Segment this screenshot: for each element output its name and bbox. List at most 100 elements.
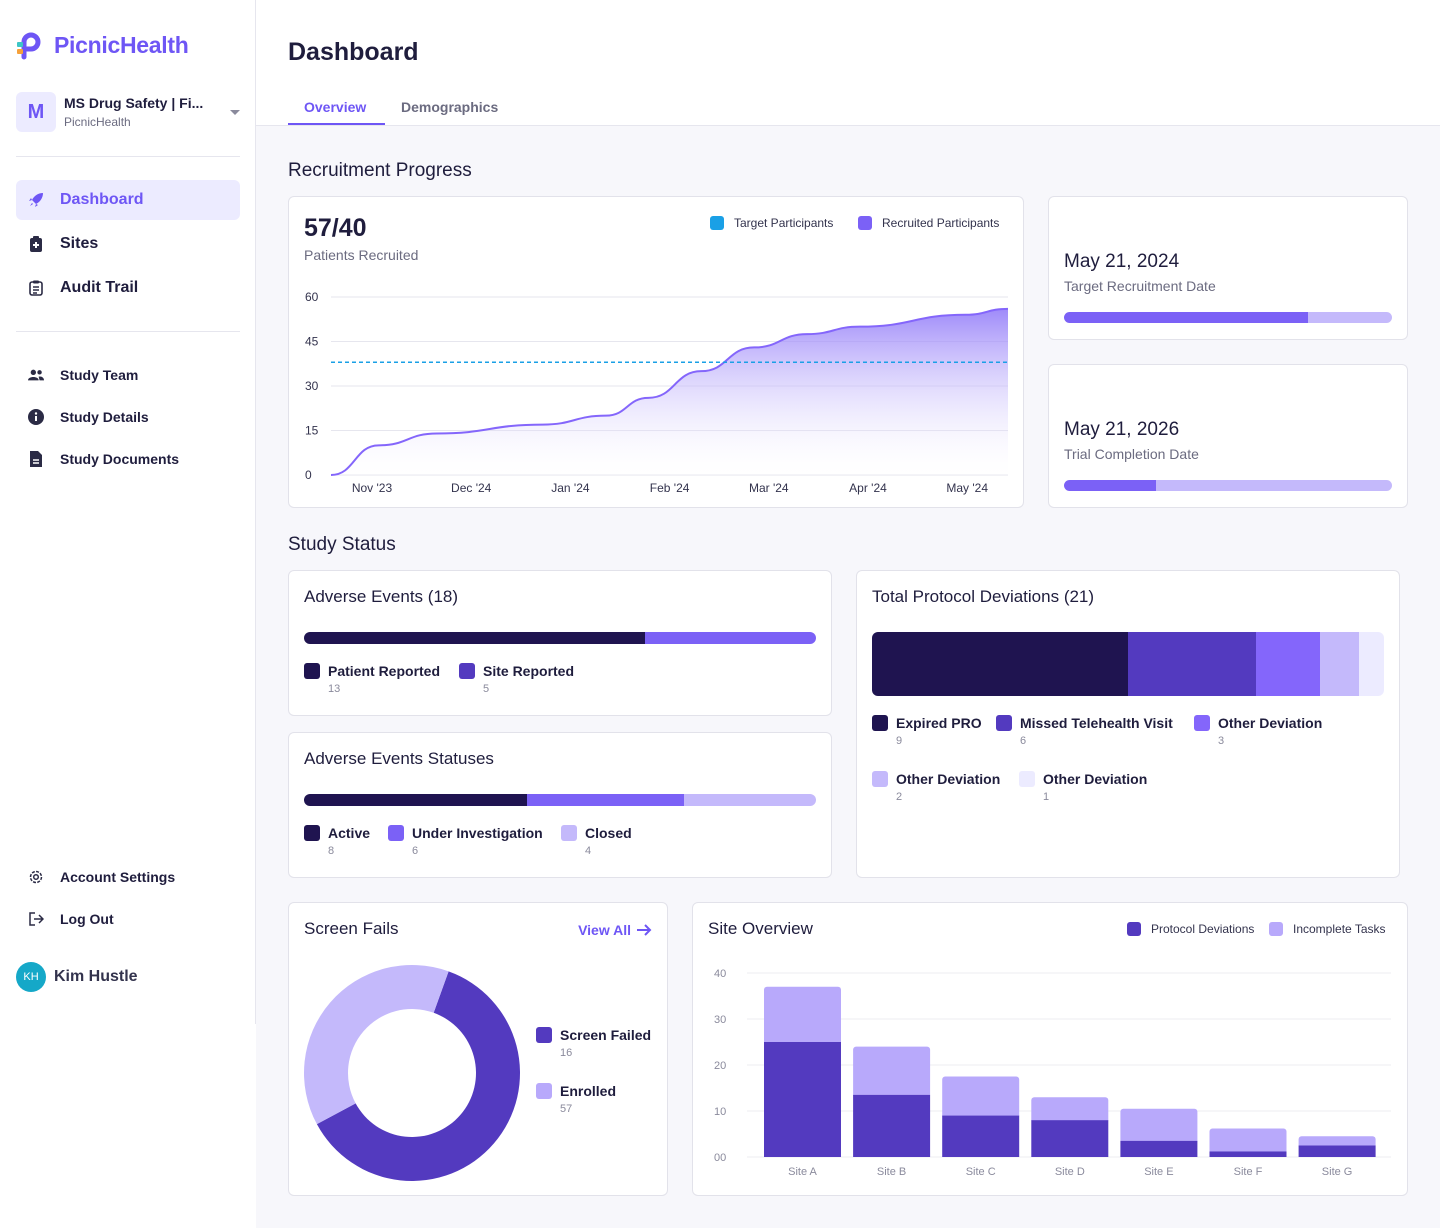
recruited-count: 57/40 [304, 214, 367, 242]
sidebar-item-label: Account Settings [60, 869, 176, 885]
legend-value: 9 [896, 735, 903, 747]
sidebar-item-dashboard[interactable]: Dashboard [16, 180, 240, 220]
active-tab-indicator [288, 123, 385, 125]
clipboard-plus-icon [28, 236, 44, 252]
x-tick-label: Jan '24 [551, 481, 590, 495]
user-name: Kim Hustle [54, 968, 138, 985]
picnichealth-logo-icon [17, 32, 41, 60]
completion-date-label: Trial Completion Date [1064, 446, 1199, 462]
sidebar-item-label: Sites [60, 235, 99, 252]
sidebar-divider [16, 156, 240, 157]
bar-incomplete-tasks [942, 1076, 1020, 1119]
legend-item: Missed Telehealth Visit 6 [996, 715, 1173, 747]
bar-segment [1359, 632, 1384, 696]
legend-swatch [536, 1027, 552, 1043]
y-tick-label: 30 [714, 1014, 726, 1026]
legend-label: Site Reported [483, 663, 575, 679]
legend-target: Target Participants [710, 216, 833, 230]
bar-protocol-deviations [1031, 1120, 1109, 1157]
card-title: Screen Fails [304, 919, 399, 938]
card-title: Total Protocol Deviations (21) [872, 587, 1095, 606]
clipboard-list-icon [28, 280, 44, 296]
tab-demographics[interactable]: Demographics [401, 99, 499, 115]
x-tick-label: Nov '23 [352, 481, 393, 495]
bar-segment [1256, 632, 1320, 696]
sidebar-item-study-team[interactable]: Study Team [16, 355, 240, 395]
legend-label: Closed [585, 825, 632, 841]
legend-value: 13 [328, 683, 341, 695]
adverse-events-bar [304, 632, 816, 644]
recruitment-section-title: Recruitment Progress [288, 160, 472, 181]
sidebar-item-study-details[interactable]: Study Details [16, 397, 240, 437]
user-profile[interactable]: KH Kim Hustle [16, 962, 138, 992]
sidebar-item-account-settings[interactable]: Account Settings [16, 857, 240, 897]
chevron-down-icon [230, 109, 240, 115]
view-all-link[interactable]: View All [578, 922, 652, 938]
legend-label: Target Participants [734, 216, 834, 230]
legend-swatch [1194, 715, 1210, 731]
legend-swatch [304, 825, 320, 841]
bar-protocol-deviations [942, 1115, 1020, 1157]
progress-fill [1064, 480, 1156, 491]
x-tick-label: Feb '24 [650, 481, 690, 495]
bar-protocol-deviations [853, 1094, 931, 1157]
donut-slice [304, 965, 449, 1125]
x-tick-label: Site A [788, 1166, 817, 1178]
bar-protocol-deviations [1120, 1140, 1198, 1157]
org-switcher[interactable]: M MS Drug Safety | Fi... PicnicHealth [16, 91, 240, 133]
sidebar-item-log-out[interactable]: Log Out [16, 899, 240, 939]
recruited-line [330, 307, 1009, 476]
bar-segment [1320, 632, 1359, 696]
sidebar-item-sites[interactable]: Sites [16, 224, 240, 264]
gear-icon [28, 869, 44, 885]
progress-fill [1064, 312, 1308, 323]
legend-swatch [872, 771, 888, 787]
page-header: Dashboard Overview Demographics [256, 0, 1440, 126]
sidebar-item-audit-trail[interactable]: Audit Trail [16, 268, 240, 308]
site-overview-bar-chart: 00 10 20 30 40 Site A Site B Site C Site D Site E… [714, 968, 1391, 1178]
x-tick-label: Site B [877, 1166, 906, 1178]
legend-label: Screen Failed [560, 1027, 652, 1043]
completion-date-card: May 21, 2026 Trial Completion Date [1048, 364, 1408, 508]
legend-label: Missed Telehealth Visit [1020, 715, 1173, 731]
bar-segment [304, 632, 645, 644]
bar-incomplete-tasks [764, 986, 841, 1045]
x-tick-label: Site G [1322, 1166, 1353, 1178]
bar-segment [1128, 632, 1256, 696]
legend-item: Screen Failed 16 [536, 1027, 651, 1059]
adverse-statuses-bar [304, 794, 816, 806]
page-title: Dashboard [288, 38, 419, 66]
completion-date-progress [1064, 480, 1392, 491]
y-tick-label: 45 [305, 335, 319, 349]
adverse-events-card: Adverse Events (18) Patient Reported 13 … [288, 570, 832, 716]
card-title: Adverse Events (18) [304, 587, 459, 606]
target-date-value: May 21, 2024 [1064, 251, 1180, 272]
legend-item: Expired PRO 9 [872, 715, 982, 747]
legend-incomplete-tasks: Incomplete Tasks [1269, 922, 1386, 936]
brand-logo[interactable]: PicnicHealth [16, 30, 189, 60]
bar-protocol-deviations [764, 1042, 841, 1157]
protocol-deviations-card: Total Protocol Deviations (21) Expired P… [856, 570, 1400, 878]
y-tick-label: 10 [714, 1106, 726, 1118]
rocket-icon [28, 192, 44, 208]
legend-item: Other Deviation 1 [1019, 771, 1147, 803]
legend-item: Active 8 [304, 825, 370, 857]
info-icon [28, 409, 44, 425]
sidebar-item-study-documents[interactable]: Study Documents [16, 439, 240, 479]
legend-label: Expired PRO [896, 715, 982, 731]
bar-protocol-deviations [1209, 1151, 1287, 1157]
x-tick-label: Site D [1055, 1166, 1085, 1178]
legend-value: 57 [560, 1103, 573, 1115]
card-title: Adverse Events Statuses [304, 749, 494, 768]
avatar: KH [16, 962, 46, 992]
main-content: Dashboard Overview Demographics Recruitm… [256, 0, 1440, 1228]
legend-recruited: Recruited Participants [858, 216, 999, 230]
site-overview-card: Site Overview Protocol Deviations Incomp… [692, 902, 1408, 1196]
legend-value: 2 [896, 791, 903, 803]
x-tick-label: Dec '24 [451, 481, 492, 495]
legend-label: Other Deviation [1043, 771, 1148, 787]
legend-swatch [858, 216, 872, 230]
x-tick-label: Site E [1144, 1166, 1173, 1178]
tab-overview[interactable]: Overview [304, 99, 367, 115]
donut-slice [316, 971, 520, 1181]
